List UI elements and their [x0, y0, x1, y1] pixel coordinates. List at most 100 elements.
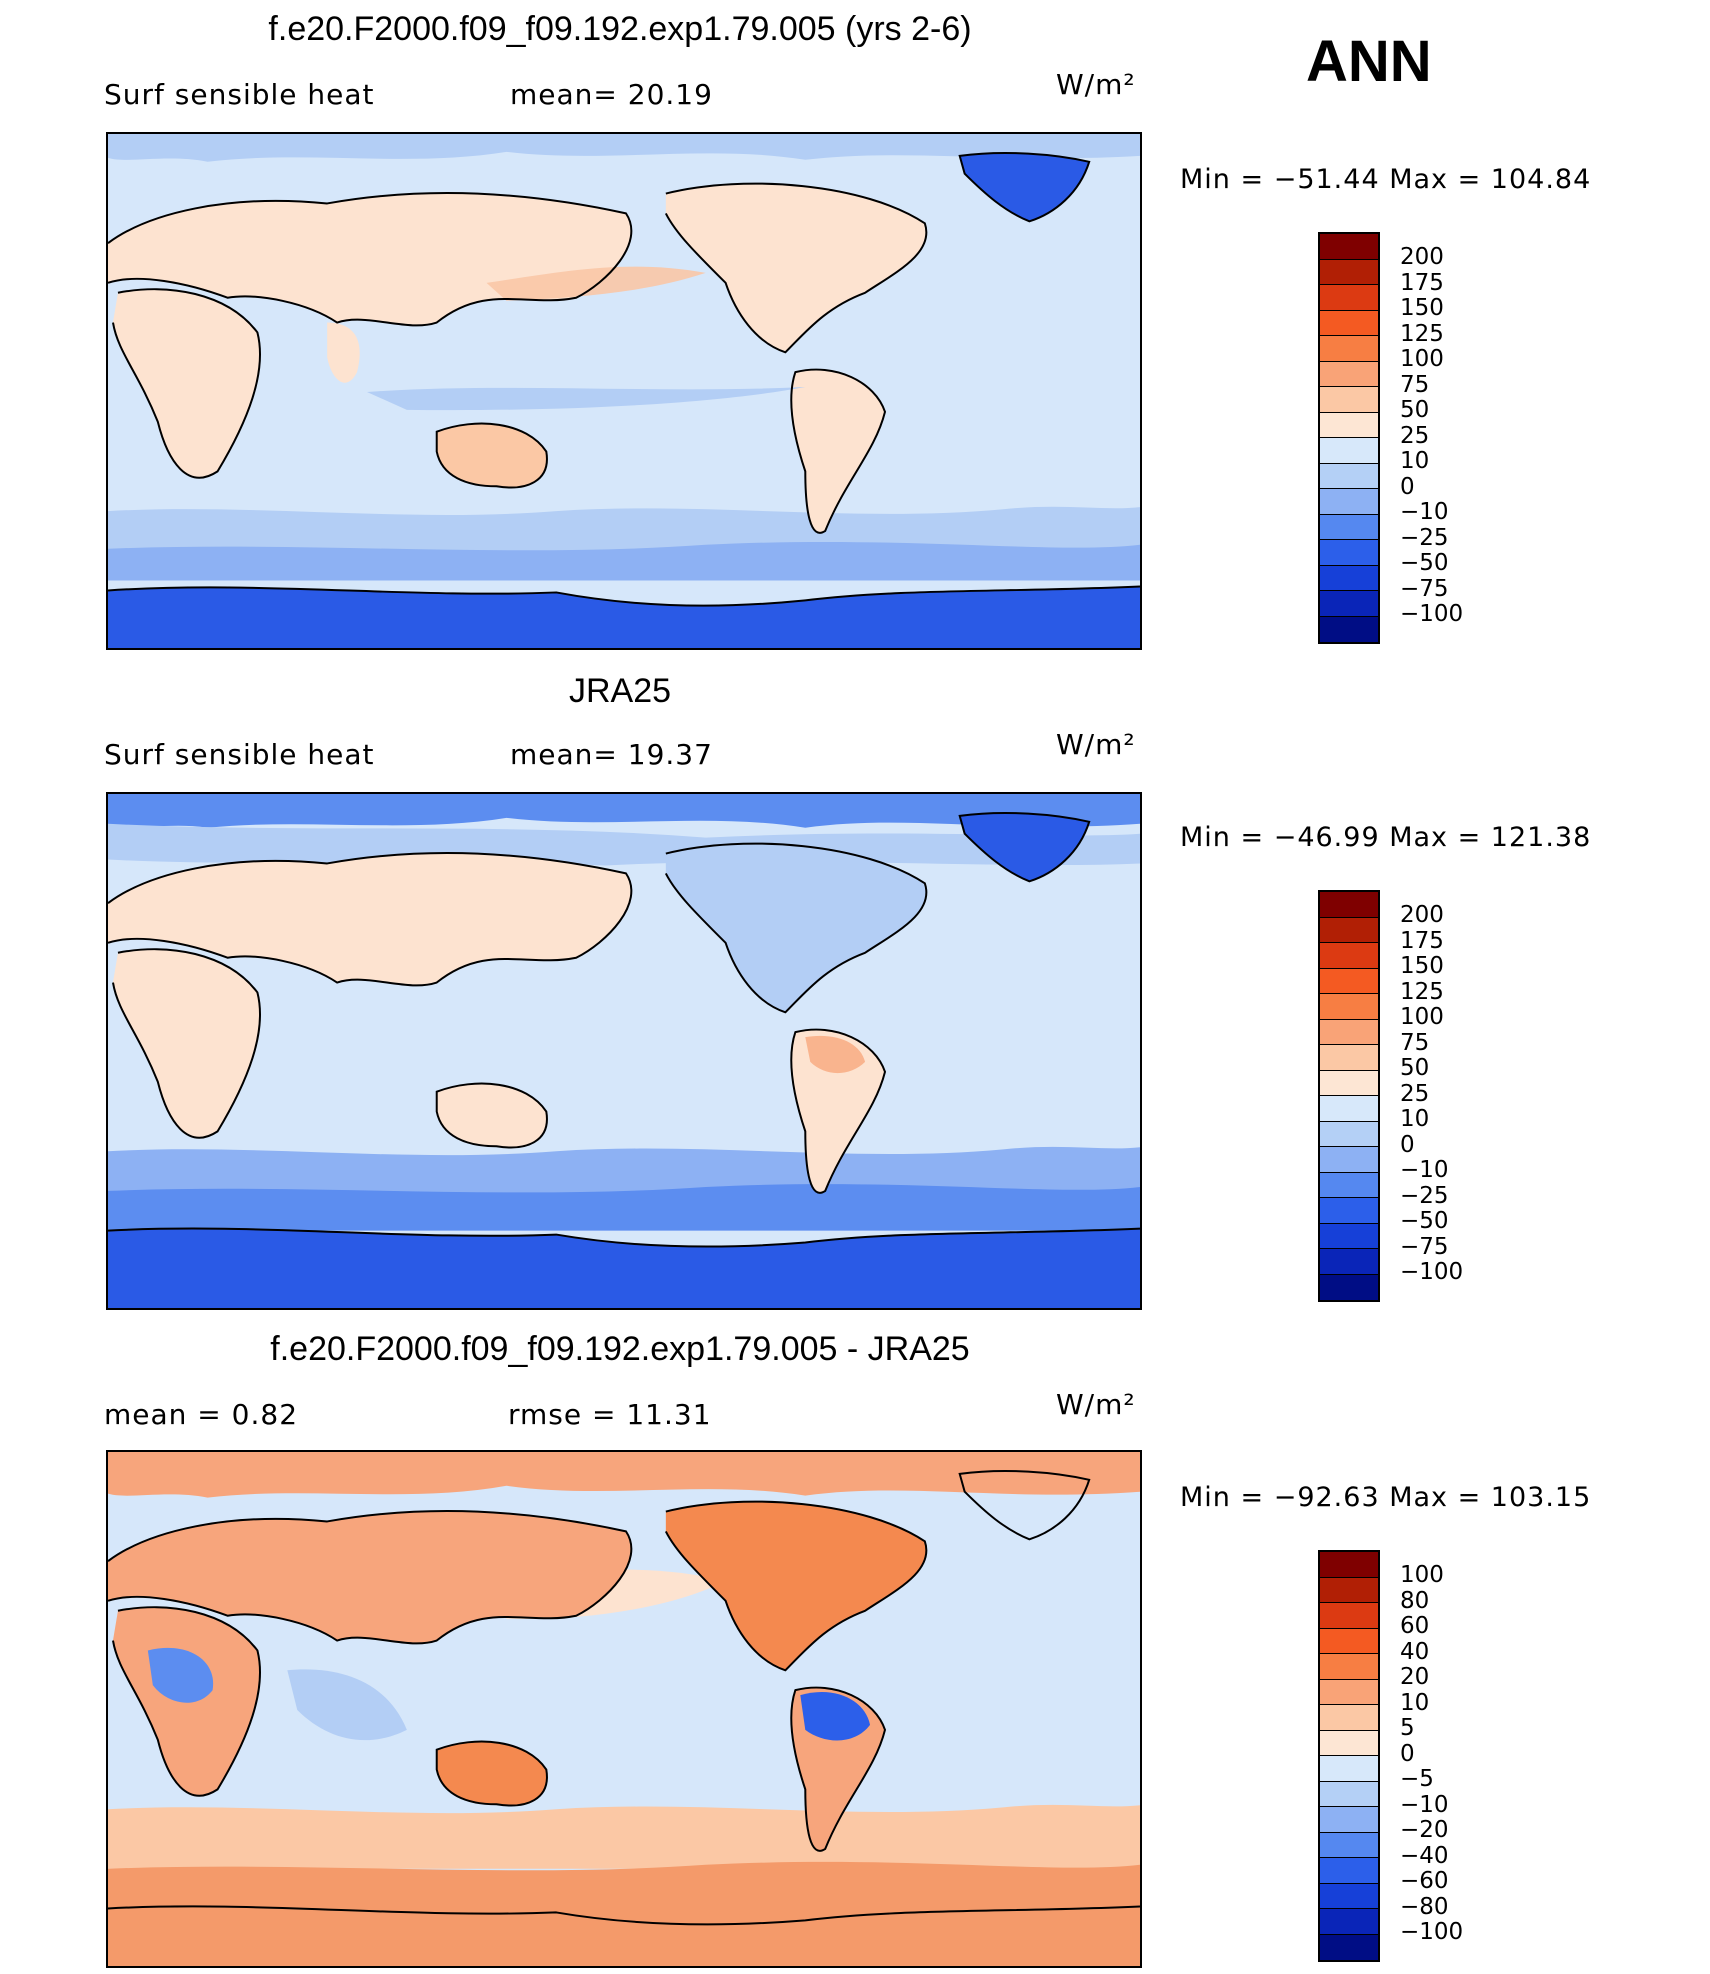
panel-1-mean-label: mean= 20.19: [510, 78, 713, 111]
colorbar-tick-label: 25: [1400, 1080, 1430, 1107]
colorbar-swatch: [1320, 1628, 1378, 1654]
colorbar-tick-label: 0: [1400, 1131, 1415, 1158]
colorbar-tick-label: 40: [1400, 1638, 1430, 1665]
colorbar-tick-label: 80: [1400, 1587, 1430, 1614]
antarctica: [108, 586, 1140, 648]
colorbar-swatch: [1320, 565, 1378, 591]
colorbar-swatch: [1320, 361, 1378, 387]
panel-3-map-plot: [108, 1452, 1140, 1966]
panel-3-colorbar-ticks: 100 80 60 40 20 10 5 0 −5 −10 −20 −40 −60 −80 −100: [1400, 1562, 1463, 1946]
colorbar-swatch: [1320, 1552, 1378, 1578]
southern-warm-band: [108, 1804, 1140, 1869]
africa: [112, 949, 261, 1138]
colorbar-tick-label: 75: [1400, 1029, 1430, 1056]
colorbar-swatch: [1320, 540, 1378, 566]
arctic-warm-band: [108, 1452, 1140, 1498]
colorbar-swatch: [1320, 1172, 1378, 1198]
colorbar-swatch: [1320, 1249, 1378, 1275]
panel-1-title: f.e20.F2000.f09_f09.192.exp1.79.005 (yrs…: [268, 10, 972, 48]
colorbar-tick-label: 10: [1400, 1689, 1430, 1716]
colorbar-tick-label: −25: [1400, 524, 1449, 551]
colorbar-swatch: [1320, 514, 1378, 540]
colorbar-tick-label: 50: [1400, 397, 1430, 423]
north-america: [665, 1501, 927, 1671]
colorbar-swatch: [1320, 1577, 1378, 1603]
colorbar-swatch: [1320, 1934, 1378, 1960]
colorbar-tick-label: 100: [1400, 346, 1444, 372]
colorbar-swatch: [1320, 1223, 1378, 1249]
panel-3-minmax: Min = −92.63 Max = 103.15: [1180, 1482, 1592, 1513]
colorbar-swatch: [1320, 1832, 1378, 1858]
panel-2-units: W/m²: [1056, 728, 1136, 761]
colorbar-tick-label: −5: [1400, 1766, 1434, 1792]
colorbar-tick-label: −50: [1400, 550, 1449, 576]
colorbar-tick-label: 150: [1400, 295, 1444, 321]
colorbar-swatch: [1320, 234, 1378, 260]
colorbar-tick-label: 5: [1400, 1715, 1415, 1741]
colorbar-tick-label: 20: [1400, 1664, 1430, 1690]
colorbar-swatch: [1320, 943, 1378, 969]
north-america: [665, 183, 927, 353]
colorbar-swatch: [1320, 1147, 1378, 1173]
colorbar-swatch: [1320, 1070, 1378, 1096]
colorbar-swatch: [1320, 1654, 1378, 1680]
panel-2-mean-label: mean= 19.37: [510, 738, 713, 771]
colorbar-swatch: [1320, 1705, 1378, 1731]
colorbar-tick-label: 125: [1400, 320, 1444, 347]
panel-2-colorbar-ticks: 200 175 150 125 100 75 50 25 10 0 −10 −25 −50 −75 −100: [1400, 902, 1463, 1286]
colorbar-swatch: [1320, 1858, 1378, 1884]
australia: [436, 423, 547, 488]
colorbar-swatch: [1320, 412, 1378, 438]
colorbar-swatch: [1320, 489, 1378, 515]
colorbar-swatch: [1320, 1045, 1378, 1071]
colorbar-tick-label: −80: [1400, 1893, 1449, 1920]
australia: [436, 1741, 547, 1806]
colorbar-swatch: [1320, 591, 1378, 617]
north-america: [665, 843, 927, 1013]
colorbar-tick-label: −25: [1400, 1182, 1449, 1209]
coastlines: [108, 1469, 1140, 1926]
indian-ocean-cool: [287, 1669, 407, 1741]
colorbar-swatch: [1320, 1198, 1378, 1224]
colorbar-swatch: [1320, 1807, 1378, 1833]
panel-1-colorbar-ticks: 200 175 150 125 100 75 50 25 10 0 −10 −25 −50 −75 −100: [1400, 244, 1463, 628]
panel-1-units: W/m²: [1056, 68, 1136, 101]
southern-ocean-cold-band: [108, 1184, 1140, 1231]
colorbar-swatch: [1320, 1730, 1378, 1756]
colorbar-tick-label: −20: [1400, 1817, 1449, 1843]
colorbar-tick-label: −75: [1400, 1233, 1449, 1260]
arctic-band: [108, 794, 1140, 828]
south-america: [791, 1029, 885, 1193]
colorbar-tick-label: 200: [1400, 902, 1444, 928]
colorbar-swatch: [1320, 968, 1378, 994]
panel-3-rmse-label: rmse = 11.31: [508, 1398, 712, 1431]
colorbar-swatch: [1320, 917, 1378, 943]
panel-2-map-plot: [108, 794, 1140, 1308]
greenland-ice: [959, 152, 1090, 222]
north-pacific-warm-band: [486, 266, 706, 301]
panel-2-colorbar: [1318, 890, 1380, 1302]
colorbar-swatch: [1320, 285, 1378, 311]
panel-3-units: W/m²: [1056, 1388, 1136, 1421]
panel-1-colorbar: [1318, 232, 1380, 644]
colorbar-swatch: [1320, 1909, 1378, 1935]
panel-2-variable-label: Surf sensible heat: [104, 738, 375, 771]
antarctic-warm-band: [108, 1861, 1140, 1966]
colorbar-swatch: [1320, 310, 1378, 336]
colorbar-swatch: [1320, 438, 1378, 464]
colorbar-tick-label: 200: [1400, 244, 1444, 270]
colorbar-tick-label: −10: [1400, 499, 1449, 525]
colorbar-swatch: [1320, 1603, 1378, 1629]
colorbar-swatch: [1320, 616, 1378, 642]
colorbar-tick-label: −40: [1400, 1842, 1449, 1869]
arctic-band: [108, 134, 1140, 162]
panel-2-minmax: Min = −46.99 Max = 121.38: [1180, 822, 1592, 853]
colorbar-swatch: [1320, 1121, 1378, 1147]
coastlines: [108, 151, 1140, 607]
colorbar-tick-label: 10: [1400, 1106, 1430, 1132]
colorbar-tick-label: 75: [1400, 371, 1430, 398]
colorbar-swatch: [1320, 994, 1378, 1020]
africa-cool-patch: [147, 1647, 214, 1703]
colorbar-tick-label: 10: [1400, 448, 1430, 474]
colorbar-tick-label: 0: [1400, 1740, 1415, 1767]
